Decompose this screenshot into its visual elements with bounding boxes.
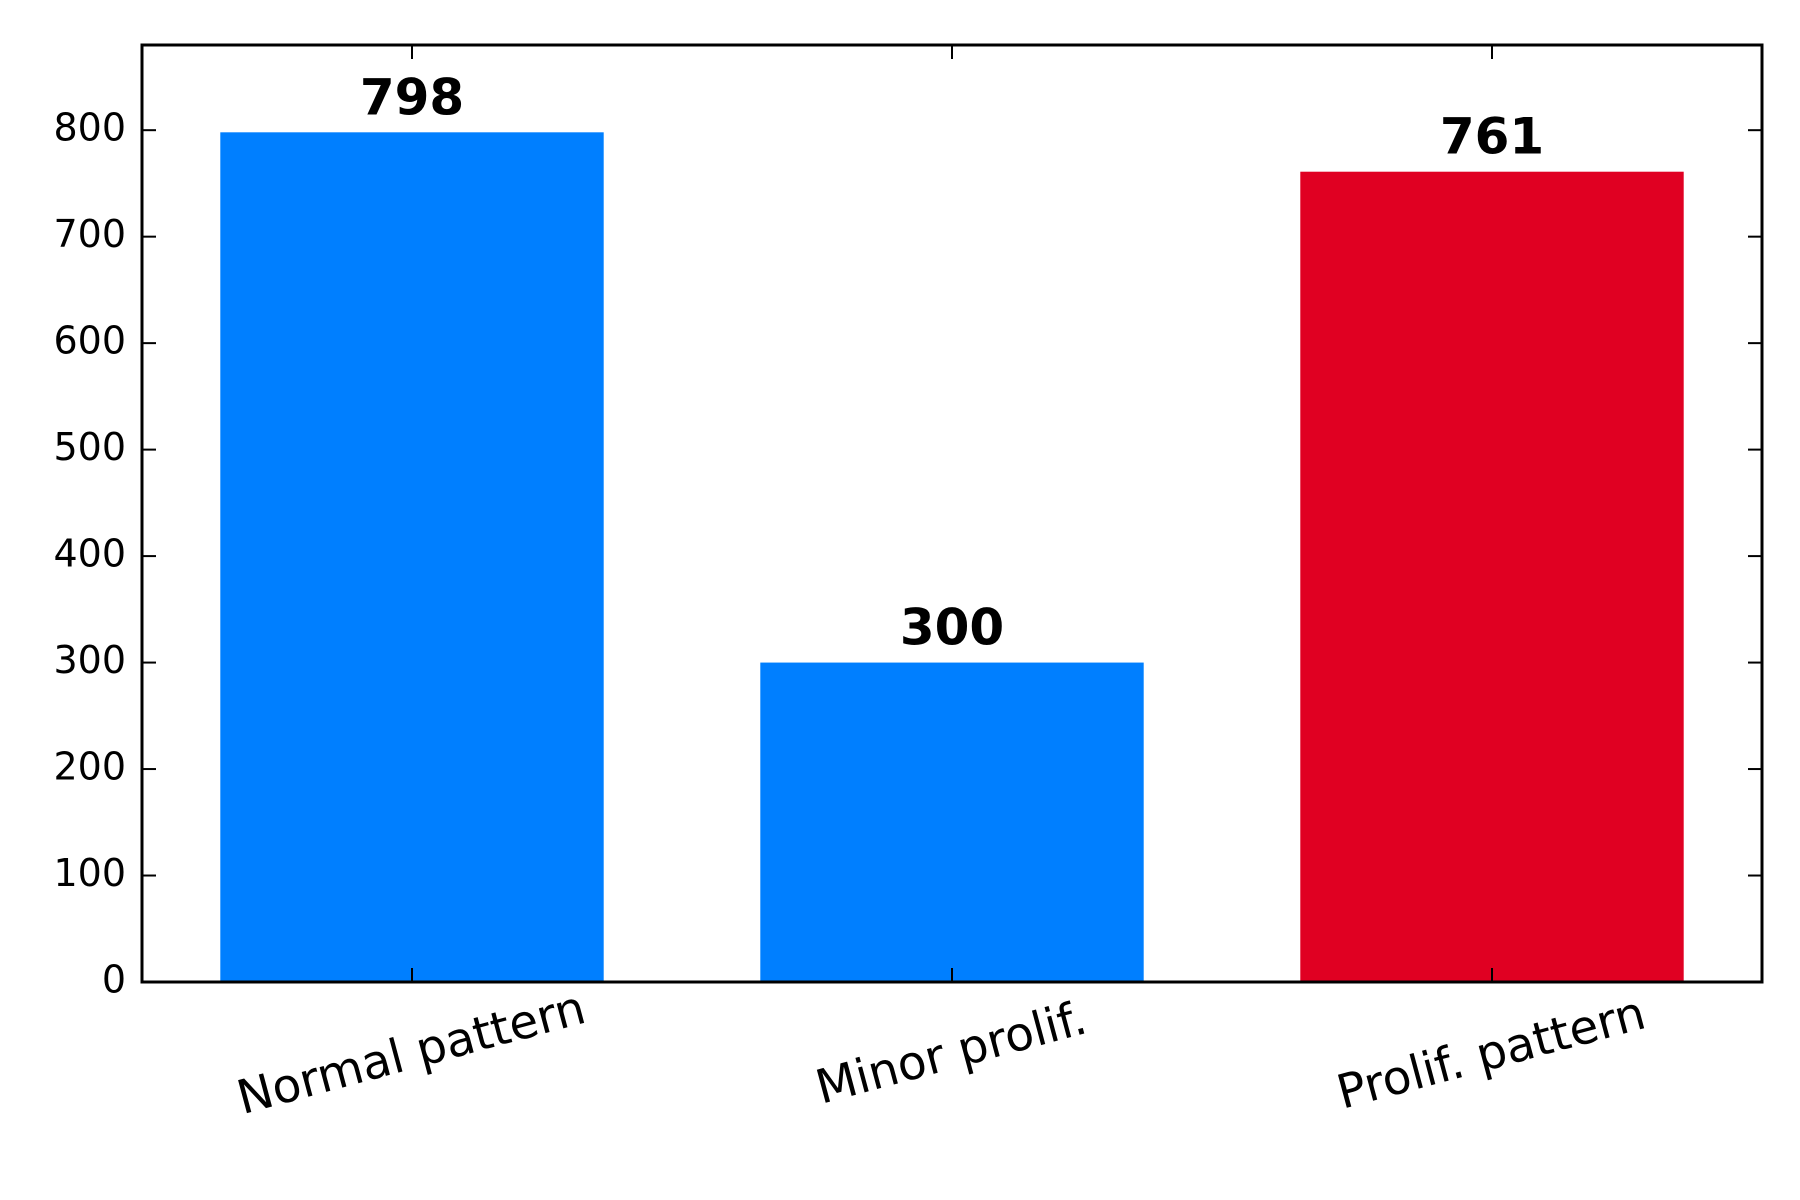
data-label-0: 798 (360, 68, 464, 126)
x-tick-label-2: Prolif. pattern (1331, 986, 1651, 1121)
x-tick-label-0: Normal pattern (231, 980, 591, 1126)
bar-2 (1300, 171, 1684, 983)
data-labels: 798 300 761 (360, 68, 1544, 656)
plot-frame (140, 43, 1764, 984)
x-tick-labels: Normal pattern Minor prolif. Prolif. patte… (231, 980, 1651, 1126)
y-tick-label-4: 400 (53, 532, 126, 576)
bars-layer (220, 132, 1684, 983)
bar-1 (760, 662, 1144, 982)
x-tick-label-1: Minor prolif. (810, 991, 1092, 1116)
y-tick-label-3: 300 (53, 638, 126, 682)
data-label-2: 761 (1440, 108, 1544, 166)
y-tick-label-5: 500 (53, 425, 126, 469)
y-tick-label-8: 800 (53, 106, 126, 150)
y-tick-label-7: 700 (53, 212, 126, 256)
ticks-layer (142, 45, 1762, 983)
bar-0 (220, 132, 604, 982)
y-tick-label-0: 0 (102, 958, 126, 1002)
y-tick-label-2: 200 (53, 745, 126, 789)
data-label-1: 300 (900, 599, 1004, 657)
y-tick-label-6: 600 (53, 319, 126, 363)
y-tick-labels: 0 100 200 300 400 500 600 700 800 (53, 106, 126, 1002)
y-tick-label-1: 100 (53, 851, 126, 895)
